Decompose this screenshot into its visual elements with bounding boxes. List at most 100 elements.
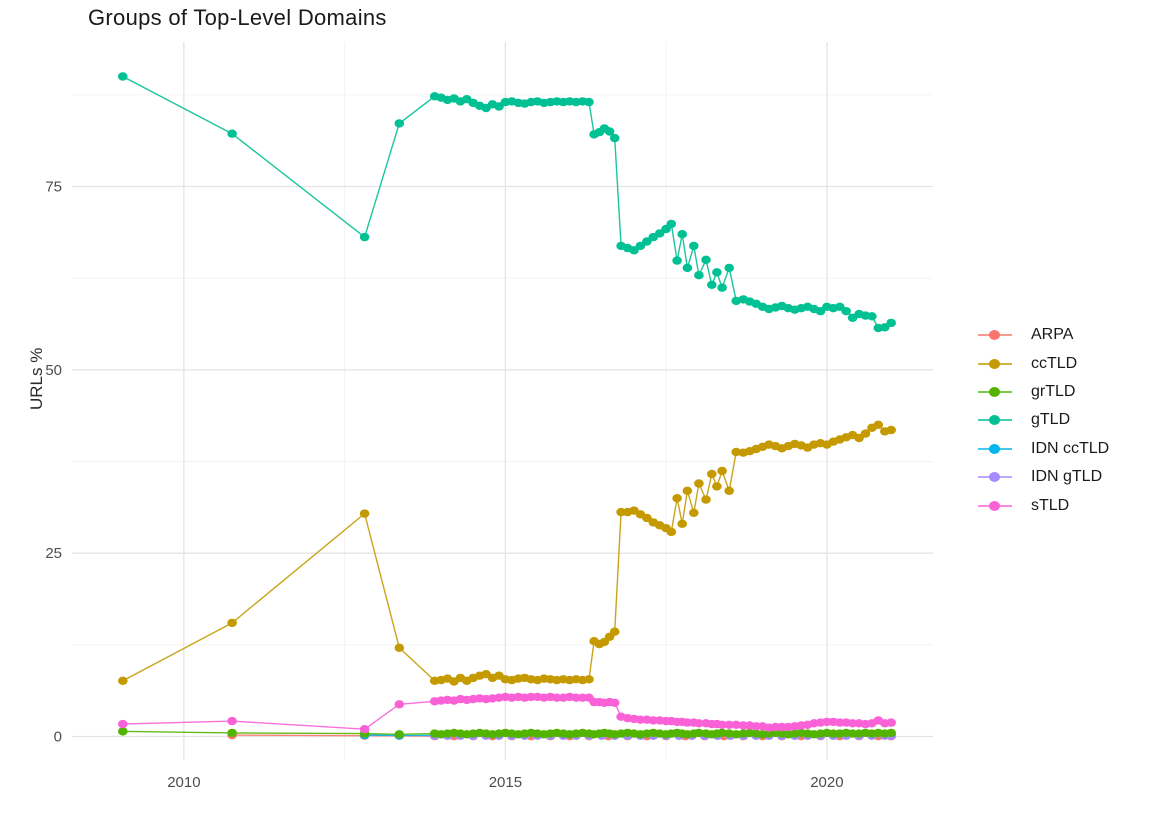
legend-item-IDN-ccTLD: IDN ccTLD (978, 435, 1109, 463)
x-tick-label: 2015 (489, 774, 522, 791)
data-point (677, 519, 687, 528)
legend-item-ARPA: ARPA (978, 321, 1109, 349)
data-point (118, 676, 128, 685)
data-point (886, 425, 896, 435)
data-point (701, 495, 711, 504)
legend-label: IDN ccTLD (1031, 439, 1110, 457)
legend-item-gTLD: gTLD (978, 406, 1109, 434)
data-point (717, 466, 727, 476)
data-point (717, 720, 727, 729)
data-point (701, 255, 711, 264)
legend-key-icon (978, 414, 1012, 426)
data-point (359, 725, 370, 734)
data-point (359, 232, 370, 242)
legend-key-dot (989, 386, 1000, 397)
data-point (227, 716, 237, 726)
data-point (666, 219, 677, 229)
legend-key-icon (978, 471, 1012, 483)
data-point (666, 527, 677, 537)
data-point (394, 643, 405, 652)
legend-label: ccTLD (1031, 354, 1078, 372)
data-point (717, 728, 727, 738)
data-point (359, 509, 370, 518)
data-point (682, 486, 693, 495)
legend-item-sTLD: sTLD (978, 491, 1109, 519)
data-point (886, 718, 896, 727)
data-point (860, 429, 871, 438)
data-point (635, 241, 646, 251)
chart-title: Groups of Top-Level Domains (88, 5, 387, 30)
data-point (724, 263, 734, 273)
data-point (672, 256, 682, 265)
legend-key-icon (978, 500, 1012, 512)
y-tick-label: 25 (45, 545, 62, 562)
data-point (609, 133, 620, 143)
legend-key-dot (989, 500, 1000, 511)
data-point (867, 312, 877, 321)
legend-key-dot (989, 358, 1000, 369)
legend-label: grTLD (1031, 382, 1076, 400)
data-point (731, 720, 741, 729)
data-point (604, 127, 615, 136)
data-point (394, 119, 405, 128)
data-point (584, 675, 594, 684)
data-point (672, 494, 682, 503)
legend-label: ARPA (1031, 326, 1074, 344)
legend-item-IDN-gTLD: IDN gTLD (978, 463, 1109, 491)
data-point (118, 719, 128, 729)
data-point (731, 447, 741, 457)
legend-key-dot (989, 330, 1000, 341)
data-point (707, 280, 717, 289)
data-point (118, 72, 128, 81)
data-point (227, 618, 237, 628)
y-tick-label: 0 (54, 729, 62, 746)
data-point (227, 129, 237, 138)
data-point (712, 268, 722, 277)
legend-key-icon (978, 358, 1012, 370)
data-point (689, 241, 699, 251)
data-point (227, 728, 237, 738)
legend-item-ccTLD: ccTLD (978, 349, 1109, 377)
legend-key-dot (989, 415, 1000, 426)
data-point (724, 486, 734, 495)
data-point (841, 307, 851, 316)
data-point (873, 420, 884, 429)
legend-item-grTLD: grTLD (978, 378, 1109, 406)
series-line-gTLD (122, 75, 892, 329)
data-point (717, 283, 727, 292)
data-point (712, 482, 722, 491)
data-point (886, 318, 896, 328)
legend-key-icon (978, 386, 1012, 398)
data-point (584, 97, 594, 107)
legend-label: IDN gTLD (1031, 468, 1103, 486)
legend-label: gTLD (1031, 411, 1071, 429)
data-point (724, 729, 734, 738)
data-point (694, 719, 704, 728)
data-point (694, 728, 704, 738)
data-point (694, 479, 704, 488)
y-tick-label: 50 (45, 362, 62, 379)
legend-key-dot (989, 443, 1000, 454)
data-point (724, 720, 734, 729)
data-point (689, 508, 699, 517)
legend-key-icon (978, 329, 1012, 341)
data-point (118, 727, 128, 736)
data-point (609, 698, 620, 707)
data-point (394, 700, 405, 709)
legend-label: sTLD (1031, 496, 1070, 514)
data-point (886, 728, 896, 738)
data-point (677, 230, 687, 239)
legend: ARPA ccTLD grTLD gTLD IDN ccTLD IDN gTLD sTLD (978, 321, 1109, 520)
data-point (682, 263, 693, 273)
x-tick-label: 2020 (810, 774, 843, 791)
data-point (731, 730, 741, 739)
data-point (609, 627, 620, 636)
data-point (394, 730, 405, 739)
data-point (707, 469, 717, 479)
data-point (694, 271, 704, 280)
legend-key-dot (989, 472, 1000, 483)
legend-key-icon (978, 443, 1012, 455)
y-tick-label: 75 (45, 178, 62, 195)
